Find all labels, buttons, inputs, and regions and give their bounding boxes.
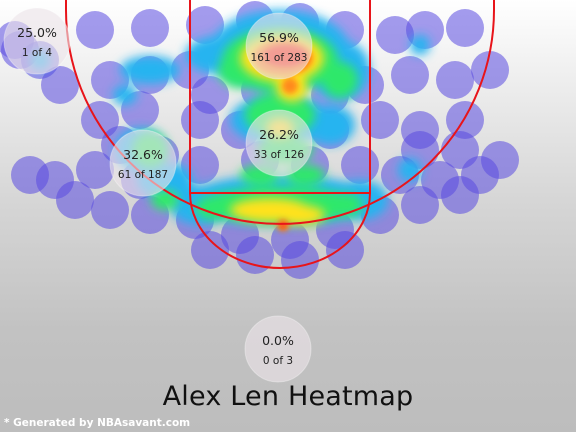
heat-blob (195, 196, 235, 220)
heat-blob (181, 101, 219, 139)
zone-bubble-circle (109, 129, 177, 197)
zone-percentage: 25.0% (17, 25, 57, 40)
zone-bubble-circle (245, 109, 313, 177)
zone-percentage: 0.0% (262, 333, 294, 348)
zone-makes-attempts: 33 of 126 (254, 149, 305, 161)
heat-blob (76, 11, 114, 49)
heat-blob (401, 186, 439, 224)
heat-blob (436, 61, 474, 99)
zone-makes-attempts: 0 of 3 (263, 355, 293, 367)
zone-bubble-left-midrange: 32.6% 61 of 187 (109, 129, 177, 197)
heat-blob (471, 51, 509, 89)
zone-bubble-circle (244, 315, 312, 383)
zone-makes-attempts: 161 of 283 (251, 52, 308, 64)
heat-blob (275, 205, 325, 225)
chart-title: Alex Len Heatmap (162, 381, 414, 412)
free-throw-circle-lower (189, 192, 371, 269)
court-lines (65, 0, 495, 269)
heat-blob (305, 105, 355, 145)
heat-blob (76, 151, 114, 189)
heat-blob (120, 56, 180, 84)
credit-text: * Generated by NBAsavant.com (4, 417, 191, 429)
zone-bubble-circle (3, 7, 71, 75)
zone-bubble-left-corner-3: 25.0% 1 of 4 (3, 7, 71, 75)
heat-blob (446, 9, 484, 47)
heat-blob (391, 56, 429, 94)
heat-blob (446, 101, 484, 139)
heat-blob (361, 101, 399, 139)
heat-blob (186, 6, 224, 44)
heat-blob (322, 62, 358, 98)
heat-blob (41, 66, 79, 104)
heat-blob (191, 231, 229, 269)
three-point-arc (65, 0, 495, 225)
zone-percentage: 56.9% (259, 30, 299, 45)
heat-blob (326, 231, 364, 269)
heat-blob (281, 241, 319, 279)
paint-lane (189, 0, 371, 194)
zone-bubble-restricted-area: 56.9% 161 of 283 (245, 12, 313, 80)
zone-bubble-above-break-3: 0.0% 0 of 3 (244, 315, 312, 383)
heat-blob (398, 158, 422, 182)
zone-bubbles: 25.0% 1 of 4 56.9% 161 of 283 26.2% 33 of 126… (3, 7, 313, 383)
heat-blob (113, 85, 137, 105)
zone-makes-attempts: 61 of 187 (118, 169, 168, 181)
heat-blob (236, 236, 274, 274)
heat-blob (56, 181, 94, 219)
heat-blob (91, 191, 129, 229)
heat-blob (341, 146, 379, 184)
zone-makes-attempts: 1 of 4 (22, 47, 52, 59)
zone-percentage: 26.2% (259, 127, 299, 142)
heat-blob (376, 16, 414, 54)
zone-percentage: 32.6% (123, 147, 163, 162)
zone-bubble-paint: 26.2% 33 of 126 (245, 109, 313, 177)
heat-blob (441, 131, 479, 169)
zone-bubble-circle (245, 12, 313, 80)
heat-blob (11, 156, 49, 194)
heat-blob (131, 9, 169, 47)
heat-blob (481, 141, 519, 179)
heat-blob (410, 35, 430, 55)
heat-blob (441, 176, 479, 214)
heat-blob (282, 78, 298, 94)
